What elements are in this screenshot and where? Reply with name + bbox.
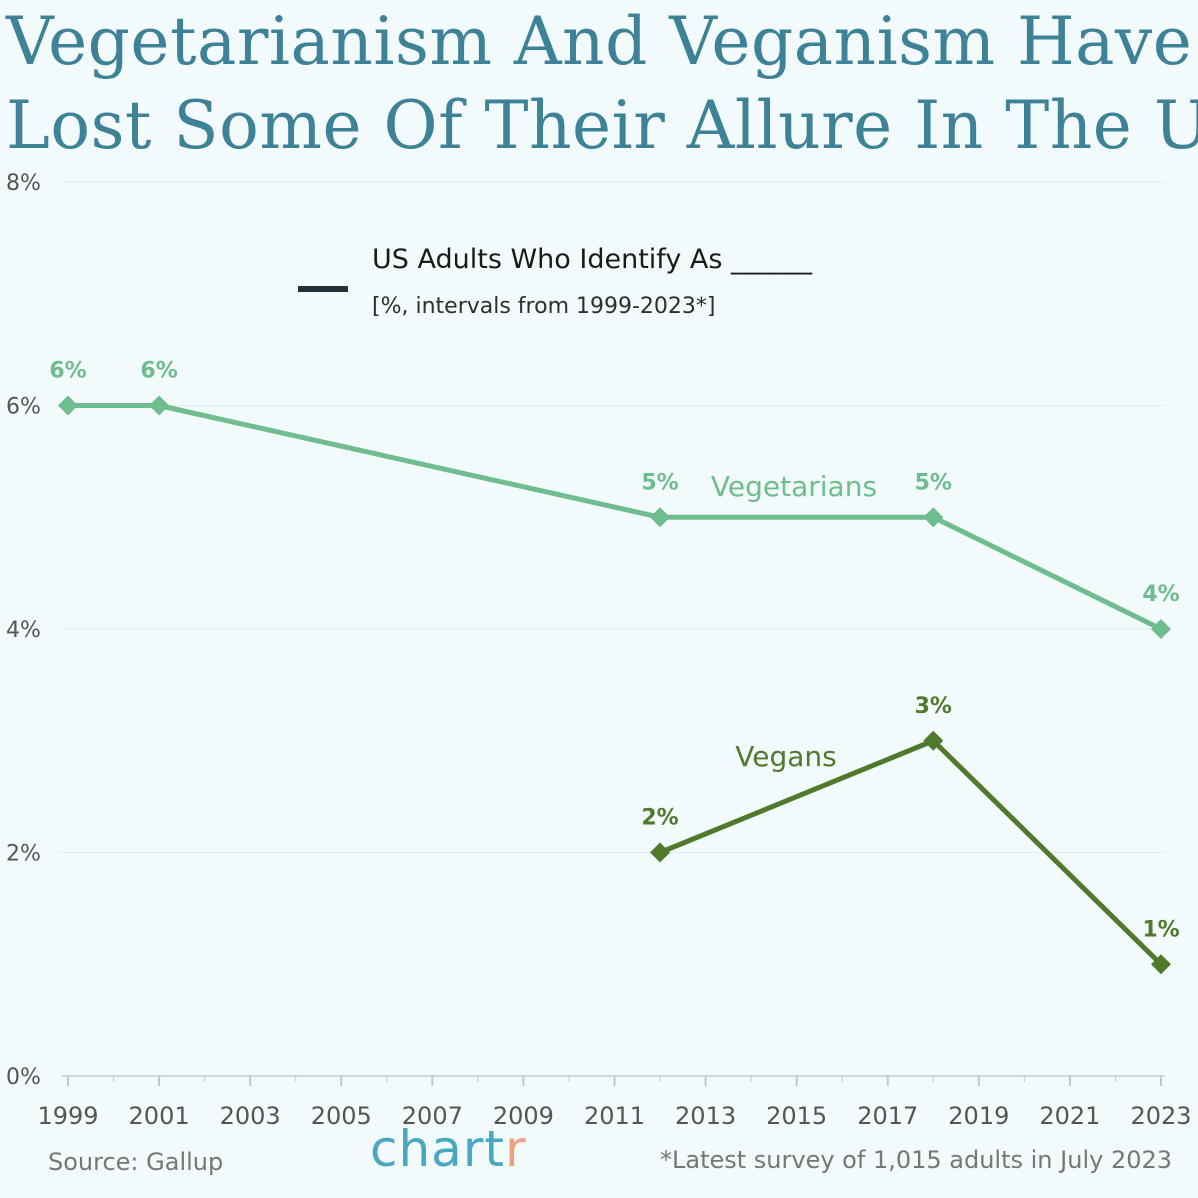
chart-title-line-1: Vegetarianism And Veganism Have (6, 3, 1193, 80)
legend-title: US Adults Who Identify As ______ (372, 244, 813, 275)
legend-subtitle: [%, intervals from 1999-2023*] (372, 294, 716, 319)
logo-text-main: chart (370, 1120, 505, 1178)
x-tick-label: 2009 (493, 1102, 554, 1130)
x-tick-label: 2021 (1039, 1102, 1100, 1130)
data-point-vegetarians (923, 507, 944, 528)
y-tick-label: 4% (6, 618, 41, 643)
chart-title-line-2: Lost Some Of Their Allure In The US (6, 87, 1198, 164)
data-label-vegetarians: 5% (915, 470, 952, 495)
data-label-vegetarians: 6% (140, 359, 177, 384)
y-tick-label: 6% (6, 395, 41, 420)
x-tick-label: 2003 (220, 1102, 281, 1130)
y-tick-label: 0% (6, 1065, 41, 1090)
legend-swatch (298, 286, 348, 292)
data-point-vegetarians (1151, 619, 1171, 639)
x-tick-label: 2017 (857, 1102, 918, 1130)
footnote: *Latest survey of 1,015 adults in July 2… (660, 1146, 1173, 1174)
series-name-label-vegetarians: Vegetarians (711, 470, 877, 503)
data-label-vegetarians: 5% (641, 470, 678, 495)
data-label-vegetarians: 4% (1142, 582, 1179, 607)
data-point-vegetarians (650, 507, 671, 528)
chart-title: Vegetarianism And Veganism Have Lost Som… (6, 0, 1198, 168)
data-point-vegans (923, 730, 944, 751)
x-tick-label: 2013 (675, 1102, 736, 1130)
y-tick-label: 2% (6, 842, 41, 867)
chartr-logo: chartr (370, 1120, 527, 1178)
x-tick-label: 2011 (584, 1102, 645, 1130)
x-tick-label: 2005 (311, 1102, 372, 1130)
data-label-vegetarians: 6% (49, 359, 86, 384)
data-point-vegetarians (58, 395, 78, 416)
data-point-vegetarians (149, 395, 170, 416)
x-tick-label: 1999 (37, 1102, 98, 1130)
data-label-vegans: 2% (641, 806, 678, 831)
x-tick-label: 2007 (402, 1102, 463, 1130)
data-label-vegans: 1% (1142, 917, 1179, 942)
series-line-vegetarians (65, 403, 1164, 632)
data-point-vegans (650, 842, 671, 863)
data-label-vegans: 3% (915, 694, 952, 719)
x-tick-label: 2015 (766, 1102, 827, 1130)
x-tick-label: 2001 (129, 1102, 190, 1130)
x-tick-label: 2019 (948, 1102, 1009, 1130)
data-point-vegans (1151, 954, 1171, 975)
y-tick-label: 8% (6, 171, 41, 196)
series-name-label-vegans: Vegans (735, 740, 836, 773)
logo-text-accent: r (504, 1120, 527, 1178)
source-note: Source: Gallup (48, 1148, 224, 1176)
x-tick-label: 2023 (1130, 1102, 1191, 1130)
